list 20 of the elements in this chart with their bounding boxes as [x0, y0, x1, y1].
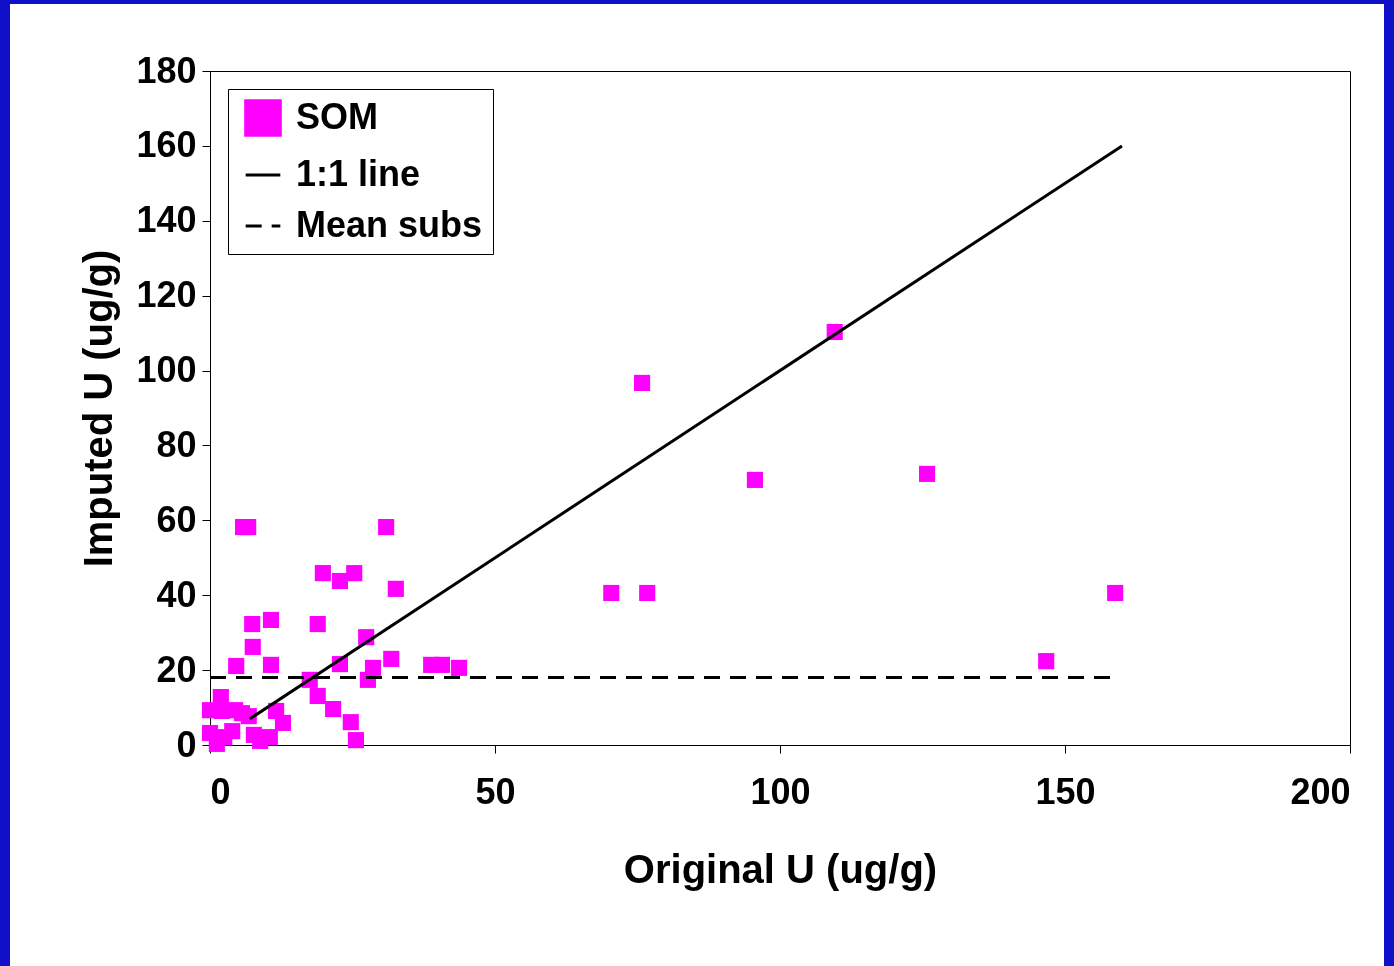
- x-tick-label: 0: [210, 770, 231, 812]
- y-tick-label: 140: [136, 199, 197, 241]
- y-tick-label: 20: [156, 648, 197, 690]
- x-tick-label: 150: [1035, 770, 1096, 812]
- x-tick-label: 100: [750, 770, 811, 812]
- y-tick-label: 60: [156, 498, 197, 540]
- y-tick-label: 0: [176, 723, 197, 765]
- legend-label: Mean subs: [296, 204, 483, 245]
- legend-label: SOM: [296, 96, 379, 137]
- x-tick-label: 200: [1290, 770, 1351, 812]
- y-tick-label: 120: [136, 274, 197, 316]
- y-tick-label: 160: [136, 124, 197, 166]
- y-tick-label: 180: [136, 49, 197, 91]
- y-tick-label: 80: [156, 423, 197, 465]
- y-tick-label: 100: [136, 349, 197, 391]
- x-tick-label: 50: [475, 770, 516, 812]
- y-axis-title: Imputed U (ug/g): [76, 249, 121, 568]
- x-axis-title: Original U (ug/g): [623, 846, 938, 891]
- y-tick-label: 40: [156, 573, 197, 615]
- legend-label: 1:1 line: [296, 153, 421, 194]
